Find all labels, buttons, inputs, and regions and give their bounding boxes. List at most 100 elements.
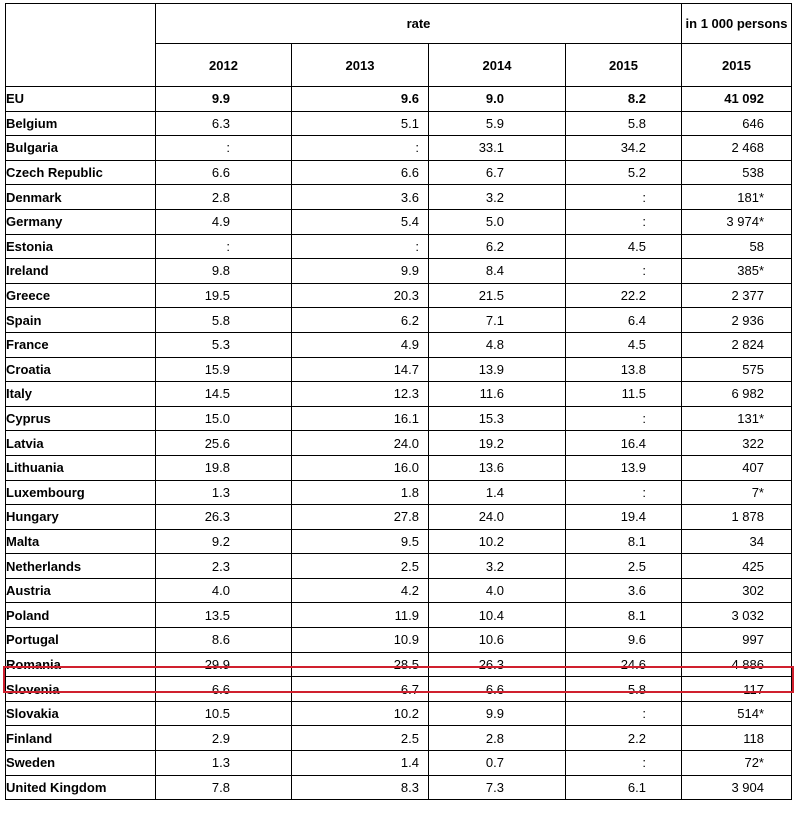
rate-2012-cell: 9.8 <box>155 258 292 284</box>
rate-2015-cell: 2.5 <box>565 553 682 579</box>
rate-2014-cell: 6.2 <box>428 233 566 260</box>
rate-2012-cell: 2.3 <box>155 553 292 579</box>
rate-2014-cell: 8.4 <box>428 258 566 284</box>
rate-2014-cell: 26.3 <box>428 651 566 678</box>
persons-2015-cell: 646 <box>681 110 792 137</box>
rate-2013-cell: 1.4 <box>291 750 429 776</box>
table-body: EU 9.9 9.6 9.0 8.2 41 092 Belgium 6.3 5.1 5.9 5.8 6… <box>5 86 792 801</box>
rate-2012-cell: 4.9 <box>155 208 292 235</box>
rate-2012-cell: : <box>155 233 292 260</box>
rate-2012-cell: 1.3 <box>155 479 292 506</box>
rate-2015-cell: 19.4 <box>565 504 682 530</box>
table-row: Finland 2.9 2.5 2.8 2.2 118 <box>5 725 792 752</box>
rate-2013-cell: 5.4 <box>291 208 429 235</box>
persons-2015-cell: 3 032 <box>681 602 792 629</box>
rate-2015-cell: 8.1 <box>565 602 682 629</box>
country-cell: Spain <box>5 307 156 333</box>
persons-2015-cell: 41 092 <box>681 86 792 112</box>
table-row: Slovakia 10.5 10.2 9.9:514* <box>5 700 792 727</box>
statistics-table: rate in 1 000 persons 2012 2013 2014 201… <box>5 3 792 801</box>
rate-2015-cell: 4.5 <box>565 331 682 358</box>
rate-2014-cell: 13.9 <box>428 356 566 383</box>
rate-2013-cell: 20.3 <box>291 282 429 309</box>
rate-2012-cell: 5.3 <box>155 331 292 358</box>
rate-2014-cell: 10.2 <box>428 528 566 555</box>
rate-2012-cell: 14.5 <box>155 381 292 407</box>
rate-2014-cell: 15.3 <box>428 405 566 432</box>
rate-2015-cell: 11.5 <box>565 381 682 407</box>
country-cell: Italy <box>5 381 156 407</box>
rate-2013-cell: 6.2 <box>291 307 429 333</box>
header-row-groups: rate in 1 000 persons <box>5 3 792 87</box>
rate-2013-cell: 2.5 <box>291 553 429 579</box>
rate-2015-cell: : <box>565 184 682 210</box>
rate-2013-cell: 28.5 <box>291 651 429 678</box>
rate-2015-cell: 13.8 <box>565 356 682 383</box>
rate-2014-cell: 5.9 <box>428 110 566 137</box>
header-year-2013: 2013 <box>291 43 429 87</box>
rate-2014-cell: 10.4 <box>428 602 566 629</box>
rate-2013-cell: 27.8 <box>291 504 429 530</box>
rate-2012-cell: 26.3 <box>155 504 292 530</box>
country-cell: Poland <box>5 602 156 629</box>
table-row: Czech Republic 6.6 6.6 6.7 5.2 538 <box>5 159 792 186</box>
rate-2014-cell: 21.5 <box>428 282 566 309</box>
rate-2014-cell: 10.6 <box>428 627 566 653</box>
rate-2013-cell: 4.9 <box>291 331 429 358</box>
rate-2013-cell: 1.8 <box>291 479 429 506</box>
rate-2012-cell: 7.8 <box>155 774 292 801</box>
country-cell: Bulgaria <box>5 135 156 161</box>
table-row: Cyprus 15.0 16.1 15.3:131* <box>5 405 792 432</box>
rate-2012-cell: 9.2 <box>155 528 292 555</box>
table-row: Slovenia 6.6 6.7 6.6 5.8 117 <box>5 676 792 702</box>
persons-2015-cell: 1 878 <box>681 504 792 530</box>
rate-2014-cell: 11.6 <box>428 381 566 407</box>
persons-2015-cell: 34 <box>681 528 792 555</box>
table-row: Spain 5.8 6.2 7.1 6.4 2 936 <box>5 307 792 333</box>
rate-2014-cell: 33.1 <box>428 135 566 161</box>
rate-2014-cell: 13.6 <box>428 454 566 481</box>
rate-2013-cell: 16.1 <box>291 405 429 432</box>
persons-2015-cell: 997 <box>681 627 792 653</box>
rate-2015-cell: 5.8 <box>565 110 682 137</box>
rate-2015-cell: : <box>565 405 682 432</box>
rate-2013-cell: 11.9 <box>291 602 429 629</box>
table-row: Malta 9.2 9.5 10.2 8.1 34 <box>5 528 792 555</box>
persons-2015-cell: 425 <box>681 553 792 579</box>
rate-2014-cell: 1.4 <box>428 479 566 506</box>
rate-2014-cell: 3.2 <box>428 184 566 210</box>
country-cell: EU <box>5 86 156 112</box>
rate-2012-cell: 6.3 <box>155 110 292 137</box>
persons-2015-cell: 322 <box>681 430 792 456</box>
table-row: EU 9.9 9.6 9.0 8.2 41 092 <box>5 86 792 112</box>
persons-2015-cell: 302 <box>681 577 792 604</box>
header-unit: in 1 000 persons <box>681 3 792 44</box>
table-row: Sweden 1.3 1.4 0.7:72* <box>5 750 792 776</box>
country-cell: Denmark <box>5 184 156 210</box>
rate-2015-cell: 6.4 <box>565 307 682 333</box>
persons-2015-cell: 181* <box>681 184 792 210</box>
rate-2013-cell: 14.7 <box>291 356 429 383</box>
rate-2015-cell: 8.2 <box>565 86 682 112</box>
rate-2012-cell: 2.9 <box>155 725 292 752</box>
rate-2012-cell: 15.0 <box>155 405 292 432</box>
table-row: Netherlands 2.3 2.5 3.2 2.5 425 <box>5 553 792 579</box>
rate-2013-cell: 10.9 <box>291 627 429 653</box>
rate-2015-cell: 3.6 <box>565 577 682 604</box>
table-row: Germany 4.9 5.4 5.0:3 974* <box>5 208 792 235</box>
persons-2015-cell: 117 <box>681 676 792 702</box>
table-row: Denmark 2.8 3.6 3.2:181* <box>5 184 792 210</box>
persons-2015-cell: 514* <box>681 700 792 727</box>
rate-2013-cell: : <box>291 233 429 260</box>
table-row: Greece 19.5 20.3 21.5 22.2 2 377 <box>5 282 792 309</box>
rate-2015-cell: 9.6 <box>565 627 682 653</box>
table-row: Estonia::6.2 4.5 58 <box>5 233 792 260</box>
country-cell: Ireland <box>5 258 156 284</box>
rate-2014-cell: 3.2 <box>428 553 566 579</box>
header-year-2012: 2012 <box>155 43 292 87</box>
country-cell: United Kingdom <box>5 774 156 801</box>
header-year-2014: 2014 <box>428 43 566 87</box>
rate-2014-cell: 19.2 <box>428 430 566 456</box>
rate-2013-cell: 9.9 <box>291 258 429 284</box>
rate-2013-cell: 16.0 <box>291 454 429 481</box>
